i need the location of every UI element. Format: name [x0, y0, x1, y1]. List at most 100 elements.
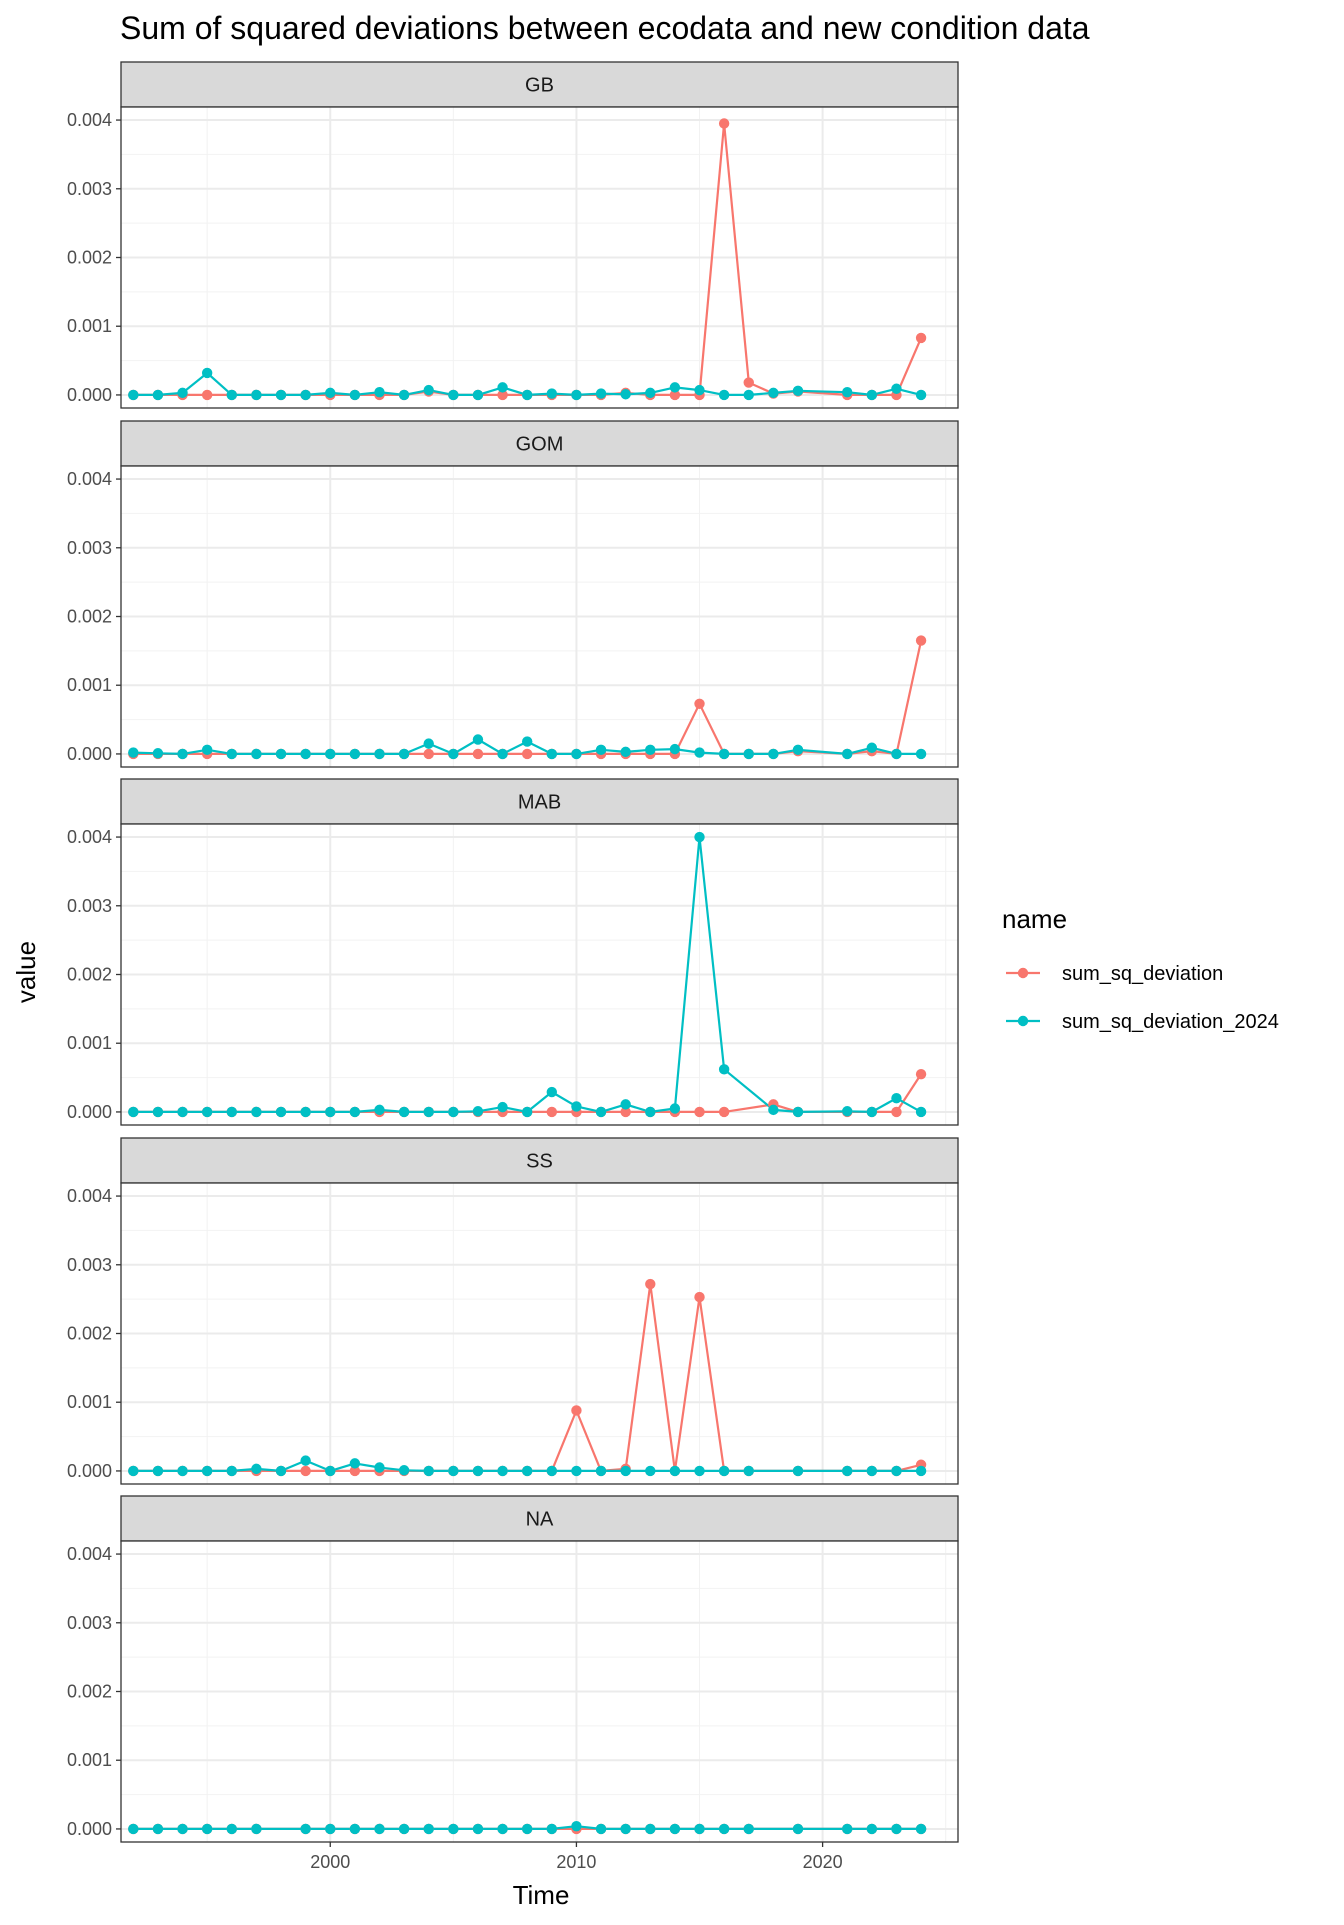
data-point [226, 1106, 237, 1118]
data-point [645, 1106, 656, 1118]
data-point [152, 748, 164, 759]
data-point [891, 1106, 902, 1118]
data-point [423, 1106, 434, 1118]
data-point [448, 389, 459, 401]
data-point [694, 747, 705, 758]
data-point [891, 1465, 902, 1477]
data-point [325, 1106, 336, 1118]
data-point [497, 382, 508, 393]
data-point [915, 332, 927, 344]
data-point [226, 1823, 237, 1835]
data-point [768, 1104, 779, 1116]
data-point [201, 1106, 213, 1118]
data-point [694, 1106, 705, 1118]
data-point [349, 1465, 361, 1477]
data-point [595, 744, 607, 756]
y-tick-label: 0.003 [67, 179, 112, 199]
data-point [866, 389, 878, 401]
data-point [325, 748, 336, 760]
data-point [915, 389, 927, 401]
data-point [595, 388, 607, 399]
panel-border [120, 465, 959, 768]
data-point [128, 389, 139, 401]
data-point [571, 1465, 582, 1477]
data-point [620, 389, 631, 400]
data-point [251, 1106, 262, 1118]
data-point [620, 1823, 631, 1835]
data-point [374, 386, 385, 398]
data-point [718, 1106, 730, 1118]
data-point [177, 748, 188, 760]
y-tick-label: 0.000 [67, 385, 112, 405]
y-tick-label: 0.004 [67, 1544, 112, 1564]
data-point [669, 382, 681, 393]
facet-strip-label: MAB [518, 792, 561, 814]
x-tick-label: 2020 [803, 1852, 843, 1872]
data-point [718, 1064, 730, 1075]
data-point [792, 385, 804, 397]
facet-panel-gb: GB 0.000 0.001 0.002 0.003 0.004 [67, 61, 959, 409]
data-point [226, 1465, 237, 1477]
data-point [521, 736, 533, 747]
data-point [521, 1823, 533, 1835]
data-point [546, 1823, 558, 1835]
data-point [423, 748, 434, 760]
y-tick-label: 0.000 [67, 1461, 112, 1481]
data-point [595, 1465, 607, 1477]
x-axis-title: Time [513, 1880, 570, 1910]
data-point [620, 1106, 631, 1118]
x-tick-label: 2000 [310, 1852, 350, 1872]
data-point [595, 1823, 607, 1835]
data-point [891, 1823, 902, 1835]
data-point [694, 1823, 705, 1835]
legend-label: sum_sq_deviation_2024 [1062, 1011, 1279, 1033]
facet-strip-label: GOM [516, 434, 564, 456]
data-point [374, 1823, 385, 1835]
data-point [201, 367, 213, 379]
data-point [743, 377, 754, 388]
legend-title: name [1002, 904, 1067, 934]
data-point [349, 1106, 361, 1118]
data-point [620, 746, 631, 758]
data-point [128, 1465, 139, 1477]
data-point [571, 389, 582, 401]
data-point [251, 1823, 262, 1835]
data-point [768, 387, 779, 399]
data-point [645, 744, 656, 756]
y-tick-label: 0.002 [67, 965, 112, 985]
y-tick-label: 0.000 [67, 1102, 112, 1122]
data-point [152, 389, 164, 401]
data-point [743, 389, 754, 401]
data-point [792, 1465, 804, 1477]
data-point [325, 387, 336, 399]
y-tick-label: 0.001 [67, 675, 112, 695]
data-point [300, 1465, 311, 1477]
data-point [866, 1465, 878, 1477]
panel-border [120, 823, 959, 1126]
data-point [275, 748, 287, 760]
data-point [349, 1823, 361, 1835]
data-point [571, 1820, 582, 1832]
data-point [743, 1465, 754, 1477]
facet-panels: GB 0.000 0.001 0.002 0.003 0.004 GOM 0.000 0.001… [67, 61, 959, 1872]
data-point [645, 1823, 656, 1835]
y-tick-label: 0.001 [67, 1392, 112, 1412]
data-point [571, 1405, 582, 1416]
y-tick-label: 0.001 [67, 1750, 112, 1770]
facet-strip [120, 420, 959, 467]
data-point [571, 1101, 582, 1112]
data-point [177, 387, 188, 399]
data-point [423, 1465, 434, 1477]
data-point [645, 1465, 656, 1477]
data-point [448, 1823, 459, 1835]
data-point [915, 1106, 927, 1118]
data-point [251, 748, 262, 760]
data-point [201, 1823, 213, 1835]
facet-panel-gom: GOM 0.000 0.001 0.002 0.003 0.004 [67, 420, 959, 768]
data-point [497, 389, 508, 401]
facet-strip [120, 1495, 959, 1542]
data-point [177, 1465, 188, 1477]
facet-panel-ss: SS 0.000 0.001 0.002 0.003 0.004 [67, 1137, 959, 1485]
data-point [472, 1465, 484, 1477]
data-point [497, 748, 508, 760]
